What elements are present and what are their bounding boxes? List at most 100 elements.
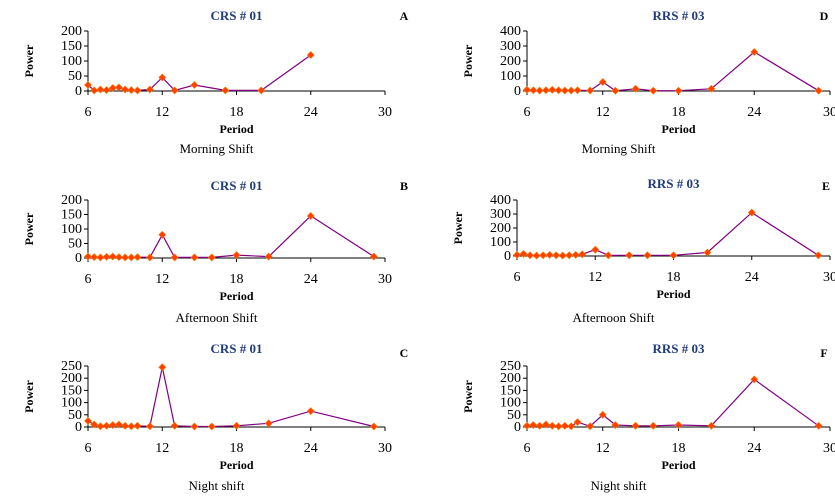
data-point bbox=[625, 251, 634, 260]
y-tick-label: 200 bbox=[61, 193, 82, 208]
data-point bbox=[611, 421, 620, 429]
data-point bbox=[264, 252, 273, 261]
series-line bbox=[87, 367, 375, 428]
data-point bbox=[84, 416, 92, 425]
y-tick-label: 0 bbox=[75, 84, 82, 99]
data-point bbox=[207, 422, 216, 431]
x-tick-label: 18 bbox=[230, 272, 244, 287]
shift-caption: Morning Shift bbox=[179, 141, 253, 156]
y-tick-label: 50 bbox=[68, 69, 82, 84]
x-tick-label: 30 bbox=[378, 105, 392, 120]
x-tick-label: 6 bbox=[85, 105, 92, 120]
data-point bbox=[369, 252, 378, 261]
y-tick-label: 250 bbox=[500, 359, 521, 374]
shift-caption: Morning Shift bbox=[581, 141, 655, 156]
data-point bbox=[102, 252, 111, 261]
data-point bbox=[96, 422, 105, 431]
data-point bbox=[133, 253, 142, 262]
x-tick-label: 18 bbox=[672, 105, 686, 120]
data-point bbox=[554, 86, 563, 95]
data-point bbox=[257, 86, 266, 95]
y-tick-label: 200 bbox=[490, 221, 511, 236]
x-axis-label: Period bbox=[662, 122, 696, 136]
data-point bbox=[750, 375, 759, 384]
y-tick-label: 250 bbox=[61, 359, 82, 374]
data-point bbox=[523, 421, 531, 430]
data-point bbox=[529, 86, 538, 95]
x-tick-label: 12 bbox=[155, 105, 169, 120]
data-point bbox=[145, 85, 154, 94]
data-point bbox=[90, 253, 99, 262]
x-tick-label: 12 bbox=[588, 270, 602, 285]
x-tick-label: 30 bbox=[378, 272, 392, 287]
x-tick-label: 30 bbox=[823, 105, 835, 120]
x-tick-label: 24 bbox=[747, 441, 761, 456]
data-point bbox=[591, 245, 600, 254]
data-point bbox=[121, 421, 130, 430]
panel-title: CRS # 01 bbox=[210, 178, 262, 193]
panel-title: RRS # 03 bbox=[647, 176, 700, 191]
x-tick-label: 12 bbox=[596, 105, 610, 120]
data-point bbox=[170, 86, 179, 95]
x-tick-label: 18 bbox=[672, 441, 686, 456]
data-point bbox=[232, 251, 241, 260]
x-axis-label: Period bbox=[657, 287, 691, 301]
data-point bbox=[814, 251, 823, 260]
data-point bbox=[121, 253, 130, 262]
y-axis-label: Power bbox=[22, 44, 36, 77]
data-point bbox=[526, 251, 534, 260]
data-point bbox=[90, 86, 99, 95]
panel-title: RRS # 03 bbox=[652, 8, 705, 23]
data-point bbox=[567, 86, 576, 95]
panel-title: RRS # 03 bbox=[652, 341, 705, 356]
data-point bbox=[145, 253, 154, 262]
x-tick-label: 24 bbox=[304, 105, 318, 120]
x-tick-label: 24 bbox=[304, 441, 318, 456]
data-point bbox=[529, 421, 538, 429]
x-tick-label: 6 bbox=[524, 441, 531, 456]
data-point bbox=[631, 421, 640, 430]
x-tick-label: 30 bbox=[378, 441, 392, 456]
data-point bbox=[84, 81, 92, 89]
x-tick-label: 30 bbox=[823, 270, 835, 285]
data-point bbox=[674, 421, 683, 429]
data-point bbox=[190, 422, 199, 431]
data-point bbox=[548, 85, 557, 94]
data-point bbox=[102, 86, 111, 95]
data-point bbox=[565, 251, 574, 260]
data-point bbox=[190, 81, 199, 89]
data-point bbox=[519, 249, 528, 258]
data-point bbox=[115, 420, 123, 429]
data-point bbox=[631, 84, 640, 93]
data-point bbox=[127, 86, 136, 95]
data-point bbox=[84, 252, 92, 261]
y-tick-label: 50 bbox=[68, 408, 82, 423]
y-tick-label: 100 bbox=[61, 222, 82, 237]
x-tick-label: 6 bbox=[524, 105, 531, 120]
x-tick-label: 24 bbox=[747, 105, 761, 120]
x-tick-label: 6 bbox=[514, 270, 521, 285]
y-tick-label: 400 bbox=[490, 193, 511, 208]
panel-title: CRS # 01 bbox=[210, 341, 262, 356]
data-point bbox=[586, 86, 595, 95]
panel-letter: B bbox=[400, 179, 408, 193]
y-tick-label: 50 bbox=[507, 408, 521, 423]
y-tick-label: 100 bbox=[61, 396, 82, 411]
x-tick-label: 18 bbox=[230, 105, 244, 120]
y-tick-label: 300 bbox=[490, 207, 511, 222]
data-point bbox=[560, 86, 569, 95]
x-tick-label: 12 bbox=[155, 272, 169, 287]
panel-title: CRS # 01 bbox=[210, 8, 262, 23]
data-point bbox=[707, 421, 716, 430]
y-tick-label: 50 bbox=[68, 237, 82, 252]
shift-caption: Night shift bbox=[189, 478, 245, 493]
data-point bbox=[158, 363, 167, 372]
y-tick-label: 100 bbox=[490, 235, 511, 250]
data-point bbox=[127, 253, 136, 262]
data-point bbox=[535, 421, 544, 430]
y-axis-label: Power bbox=[461, 380, 475, 413]
panel-letter: C bbox=[400, 346, 409, 360]
data-point bbox=[90, 420, 99, 429]
